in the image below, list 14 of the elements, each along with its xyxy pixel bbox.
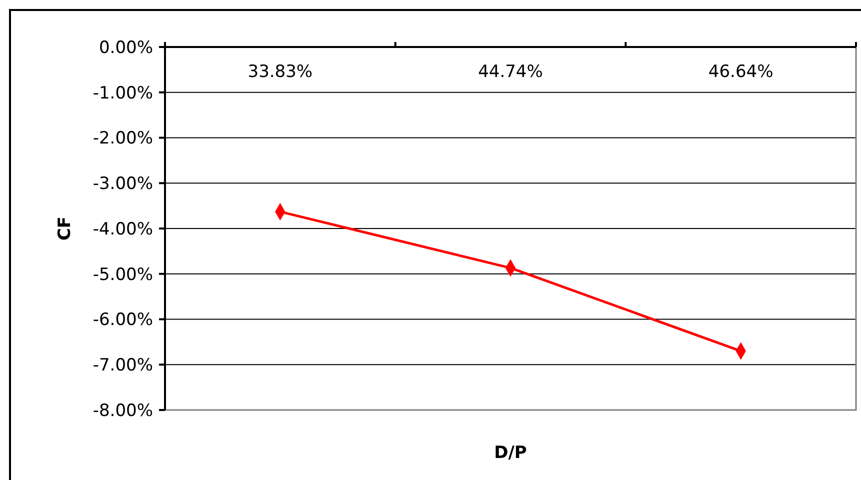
- y-tick-label: -7.00%: [92, 356, 153, 376]
- y-tick-label: -6.00%: [92, 310, 153, 330]
- x-tick-label: 33.83%: [248, 62, 313, 82]
- y-axis-title: CF: [55, 216, 75, 241]
- x-tick-label: 44.74%: [478, 62, 543, 82]
- y-tick-label: -4.00%: [92, 219, 153, 240]
- y-tick-label: -2.00%: [92, 128, 153, 149]
- y-tick-label: -1.00%: [92, 83, 153, 104]
- y-tick-label: -8.00%: [92, 400, 153, 421]
- y-tick-label: 0.00%: [98, 38, 153, 58]
- x-axis-title: D/P: [494, 443, 527, 463]
- x-tick-label: 46.64%: [708, 62, 774, 82]
- y-tick-label: -5.00%: [92, 264, 153, 285]
- y-tick-label: -3.00%: [92, 174, 153, 194]
